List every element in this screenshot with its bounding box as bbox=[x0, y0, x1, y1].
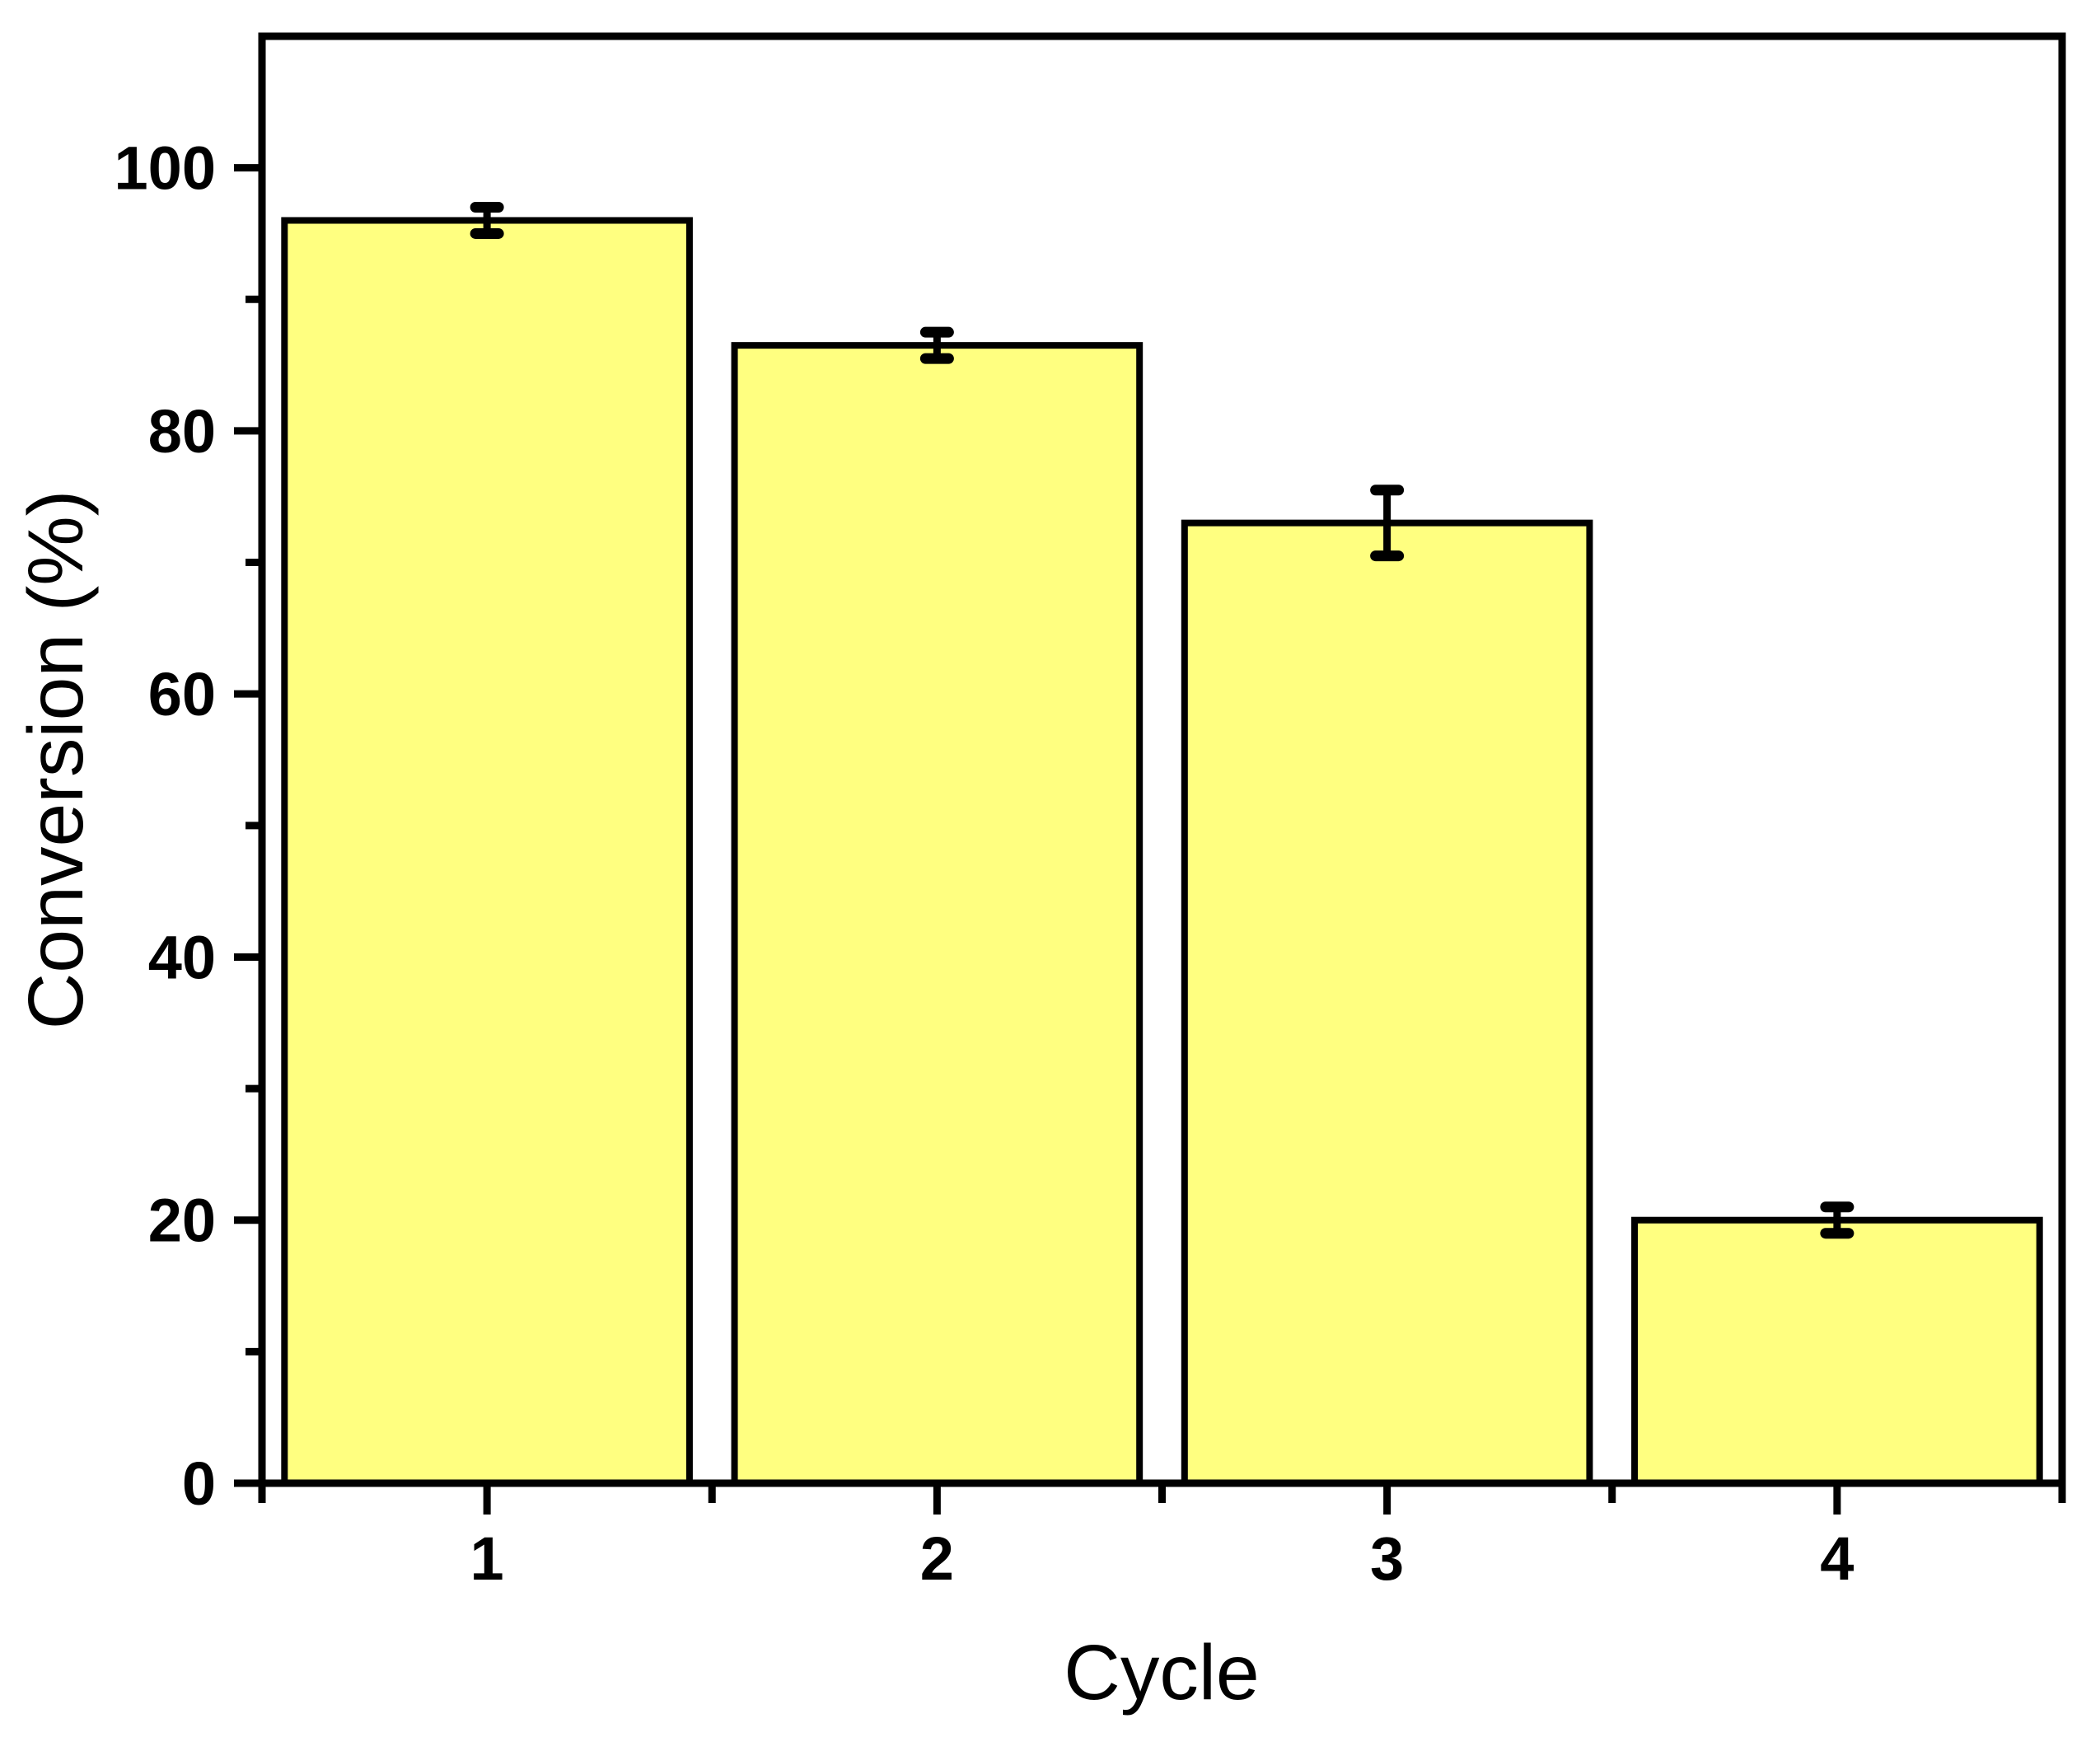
x-axis-title: Cycle bbox=[1064, 1629, 1260, 1716]
x-tick-label: 1 bbox=[470, 1524, 504, 1593]
x-tick-label: 3 bbox=[1370, 1524, 1404, 1593]
error-bar-cycle-1 bbox=[470, 202, 504, 239]
error-bar-cycle-2 bbox=[919, 326, 954, 364]
y-tick-label: 0 bbox=[182, 1449, 216, 1518]
bar-cycle-2 bbox=[731, 342, 1144, 1487]
error-bar-cycle-3 bbox=[1370, 485, 1405, 562]
error-bar-cycle-4 bbox=[1820, 1201, 1854, 1239]
bar-cycle-4 bbox=[1631, 1216, 2043, 1487]
y-tick-label: 40 bbox=[148, 923, 216, 991]
error-bars-group bbox=[470, 202, 1854, 1239]
y-axis-title: Conversion (%) bbox=[12, 490, 100, 1030]
bars-group bbox=[281, 217, 2043, 1487]
y-tick-label: 100 bbox=[115, 134, 216, 203]
y-tick-label: 20 bbox=[148, 1187, 216, 1255]
y-tick-label: 60 bbox=[148, 660, 216, 728]
axes-group bbox=[234, 32, 2066, 1515]
x-tick-label: 4 bbox=[1820, 1524, 1854, 1593]
bar-cycle-3 bbox=[1181, 519, 1593, 1487]
x-tick-label: 2 bbox=[920, 1524, 954, 1593]
tick-labels-group: 0 20 40 60 80 100 1 2 3 4 bbox=[115, 134, 1854, 1593]
bar-cycle-1 bbox=[281, 217, 693, 1487]
y-tick-label: 80 bbox=[148, 397, 216, 466]
